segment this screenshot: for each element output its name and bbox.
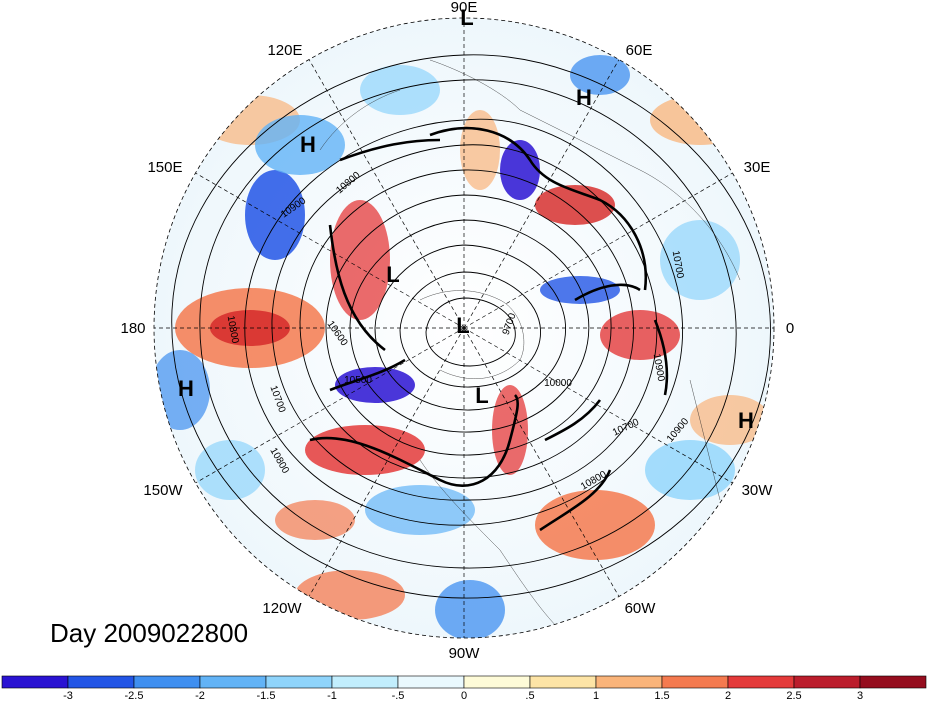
longitude-label: 120E <box>267 42 302 59</box>
pressure-high-atlantic: H <box>738 408 754 433</box>
pressure-low-top: L <box>460 5 473 30</box>
longitude-label: 120W <box>262 600 302 617</box>
cold-anomaly <box>570 55 630 95</box>
cold-anomaly <box>540 276 620 304</box>
contour-label: 10000 <box>544 378 572 389</box>
warm-anomaly <box>650 95 750 145</box>
colorbar-tick-label: -1.5 <box>257 690 276 702</box>
warm-anomaly <box>275 500 355 540</box>
colorbar-tick-label: 2 <box>725 690 731 702</box>
cold-anomaly <box>435 580 505 638</box>
longitude-label: 60E <box>626 42 653 59</box>
warm-anomaly <box>535 490 655 560</box>
colorbar-swatch <box>859 675 927 689</box>
longitude-label: 90E <box>451 0 478 16</box>
day-title: Day 2009022800 <box>50 618 249 648</box>
contour-label: 10800 <box>225 315 241 345</box>
pressure-low-pole: L <box>456 313 469 338</box>
colorbar-tick-label: 1.5 <box>654 690 669 702</box>
globe-border <box>153 17 775 639</box>
colorbar-tick-label: 0 <box>461 690 467 702</box>
warm-anomaly <box>600 310 680 360</box>
colorbar-swatch <box>397 675 465 689</box>
colorbar-swatch <box>793 675 861 689</box>
colorbar-tick-label: 1 <box>593 690 599 702</box>
colorbar-swatch <box>133 675 201 689</box>
colorbar-tick-label: -3 <box>63 690 73 702</box>
cold-anomaly <box>245 170 305 260</box>
colorbar-swatch <box>1 675 69 689</box>
colorbar-swatch <box>661 675 729 689</box>
colorbar-tick-label: 2.5 <box>786 690 801 702</box>
warm-anomaly <box>690 395 770 445</box>
longitude-label: 0 <box>786 320 794 337</box>
longitude-labels: 90E 60E 30E 0 30W 60W 90W 120W 150W 180 150E 120E <box>120 0 794 662</box>
cold-anomaly <box>195 440 265 500</box>
warm-anomaly <box>295 570 405 620</box>
longitude-label: 150W <box>143 482 183 499</box>
cold-anomaly <box>660 220 740 300</box>
warm-anomaly <box>460 110 500 190</box>
colorbar-tick-label: -2 <box>195 690 205 702</box>
warm-anomaly <box>305 425 425 475</box>
colorbar-swatch <box>727 675 795 689</box>
colorbar-tick-label: -2.5 <box>125 690 144 702</box>
colorbar-tick-label: 3 <box>857 690 863 702</box>
longitude-label: 30W <box>742 482 774 499</box>
colorbar-tick-label: -.5 <box>392 690 405 702</box>
contour-label: 10500 <box>344 375 372 386</box>
longitude-label: 90W <box>449 645 481 662</box>
cold-anomaly <box>255 115 345 175</box>
anomaly-field <box>154 18 774 638</box>
pressure-high-pacific: H <box>178 376 194 401</box>
colorbar-tick-label: .5 <box>525 690 534 702</box>
cold-anomaly <box>365 485 475 535</box>
longitude-label: 30E <box>744 159 771 176</box>
pressure-high-120e: H <box>300 132 316 157</box>
colorbar-swatch <box>331 675 399 689</box>
colorbar: -3 -2.5 -2 -1.5 -1 -.5 0 .5 1 1.5 2 2.5 3 <box>1 675 927 702</box>
longitude-label: 150E <box>147 159 182 176</box>
pressure-low-siberia: L <box>386 262 399 287</box>
warm-anomaly <box>492 385 528 475</box>
cold-anomaly <box>335 367 415 403</box>
longitude-label: 180 <box>120 320 145 337</box>
warm-anomaly <box>330 200 390 320</box>
pressure-low-canada: L <box>475 383 488 408</box>
pressure-high-60e: H <box>576 85 592 110</box>
cold-anomaly <box>645 440 735 500</box>
contour-label: 10900 <box>651 353 667 383</box>
colorbar-swatch <box>199 675 267 689</box>
colorbar-tick-label: -1 <box>327 690 337 702</box>
colorbar-swatch <box>529 675 597 689</box>
colorbar-swatch <box>463 675 531 689</box>
height-contours <box>171 54 771 599</box>
colorbar-swatch <box>67 675 135 689</box>
meridians <box>154 18 774 638</box>
coastlines <box>319 59 741 631</box>
contour-label: 10700 <box>670 250 686 280</box>
pressure-systems: L H H L L L H H <box>178 5 754 433</box>
longitude-label: 60W <box>625 600 657 617</box>
colorbar-swatch <box>265 675 333 689</box>
colorbar-swatch <box>595 675 663 689</box>
